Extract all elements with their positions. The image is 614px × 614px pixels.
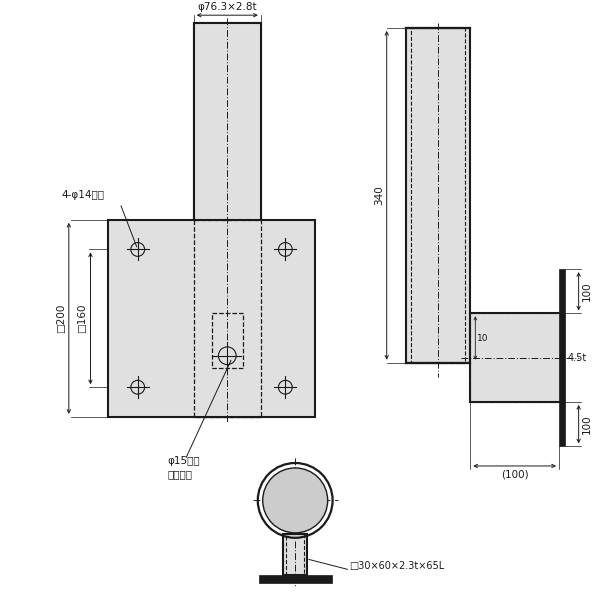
Bar [284,534,307,575]
Bar [212,313,243,368]
Bar [470,313,564,402]
Circle shape [263,468,328,533]
Bar [108,220,315,417]
Bar [194,23,261,417]
Bar [470,313,564,402]
Bar [194,220,261,417]
Text: 100: 100 [581,414,592,434]
Text: 4.5t: 4.5t [568,352,587,363]
Text: 4-φ14キリ: 4-φ14キリ [61,190,104,200]
Bar [559,269,565,446]
Text: □200: □200 [56,304,66,333]
Text: 10: 10 [477,333,489,343]
Text: □160: □160 [77,303,88,333]
Bar [406,28,470,363]
Text: φ15キリ: φ15キリ [167,456,200,466]
Bar [258,575,332,583]
Bar [194,23,261,417]
Text: 水抜き穴: 水抜き穴 [167,469,192,479]
Text: (100): (100) [501,470,529,480]
Text: φ76.3×2.8t: φ76.3×2.8t [198,2,257,12]
Bar [411,28,465,363]
Text: 100: 100 [581,281,592,301]
Text: □30×60×2.3t×65L: □30×60×2.3t×65L [349,561,445,572]
Bar [286,534,304,575]
Text: 340: 340 [374,185,384,205]
